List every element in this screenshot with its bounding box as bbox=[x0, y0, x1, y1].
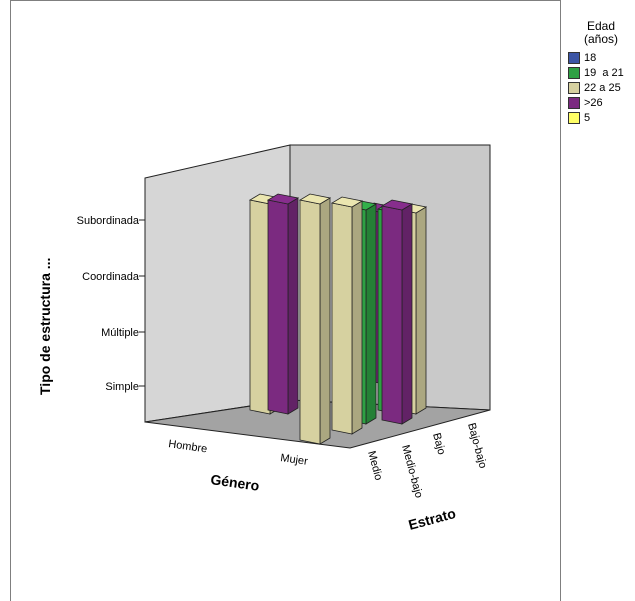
y-axis-label: Tipo de estructura ... bbox=[37, 258, 53, 395]
legend-swatch bbox=[568, 51, 580, 64]
z-tick-label: Bajo-bajo bbox=[465, 422, 489, 470]
y-tick-label: Subordinada bbox=[77, 215, 140, 227]
z-axis-label: Estrato bbox=[407, 505, 458, 533]
x-axis-label: Género bbox=[210, 471, 261, 494]
legend-title: Edad (años) bbox=[568, 20, 634, 46]
y-tick-label: Múltiple bbox=[101, 327, 139, 339]
legend-title-line: (años) bbox=[583, 32, 618, 46]
legend-swatch bbox=[568, 81, 580, 94]
bar-side-face bbox=[319, 197, 331, 445]
bar-top-face bbox=[266, 193, 300, 205]
bars-layer bbox=[248, 193, 428, 445]
y-tick-label: Simple bbox=[105, 381, 139, 393]
x-tick-label: Hombre bbox=[168, 438, 208, 455]
bar bbox=[330, 196, 364, 435]
bar-side-face bbox=[351, 200, 363, 435]
bar bbox=[298, 193, 332, 445]
legend-swatch bbox=[568, 96, 580, 109]
bar bbox=[266, 193, 300, 415]
y-axis-ticks: Subordinada Coordinada Múltiple Simple bbox=[77, 215, 145, 393]
bar-top-face bbox=[298, 193, 332, 205]
legend-title-line: Edad bbox=[586, 19, 616, 33]
bar-side-face bbox=[415, 206, 427, 415]
x-tick-label: Mujer bbox=[280, 452, 309, 468]
z-tick-label: Medio bbox=[365, 450, 384, 482]
bar-top-face bbox=[380, 199, 414, 211]
bar-side-face bbox=[401, 203, 413, 425]
legend-label: 19 a 21 bbox=[584, 66, 624, 79]
legend-swatch bbox=[568, 111, 580, 124]
bar-front-face bbox=[331, 202, 353, 435]
bar-top-face bbox=[330, 196, 364, 208]
bar bbox=[380, 199, 414, 425]
y-tick-label: Coordinada bbox=[82, 271, 140, 283]
legend-item: >26 bbox=[568, 95, 634, 110]
bar-side-face bbox=[365, 203, 377, 425]
bar-front-face bbox=[381, 205, 403, 425]
legend-item: 19 a 21 bbox=[568, 65, 634, 80]
legend-label: 22 a 25 bbox=[584, 81, 621, 94]
legend-swatch bbox=[568, 66, 580, 79]
legend-label: 5 bbox=[584, 111, 591, 124]
z-tick-label: Bajo bbox=[430, 432, 447, 456]
bar-front-face bbox=[299, 199, 321, 445]
legend-item: 18 bbox=[568, 50, 634, 65]
bar-side-face bbox=[287, 197, 299, 415]
bar-front-face bbox=[267, 199, 289, 415]
legend-label: >26 bbox=[584, 96, 603, 109]
legend: Edad (años) 18 19 a 21 22 a 25 >26 5 bbox=[568, 20, 634, 125]
legend-item: 5 bbox=[568, 110, 634, 125]
legend-label: 18 bbox=[584, 51, 597, 64]
z-tick-label: Medio-bajo bbox=[399, 444, 425, 500]
bar-front-face bbox=[249, 199, 271, 415]
legend-item: 22 a 25 bbox=[568, 80, 634, 95]
